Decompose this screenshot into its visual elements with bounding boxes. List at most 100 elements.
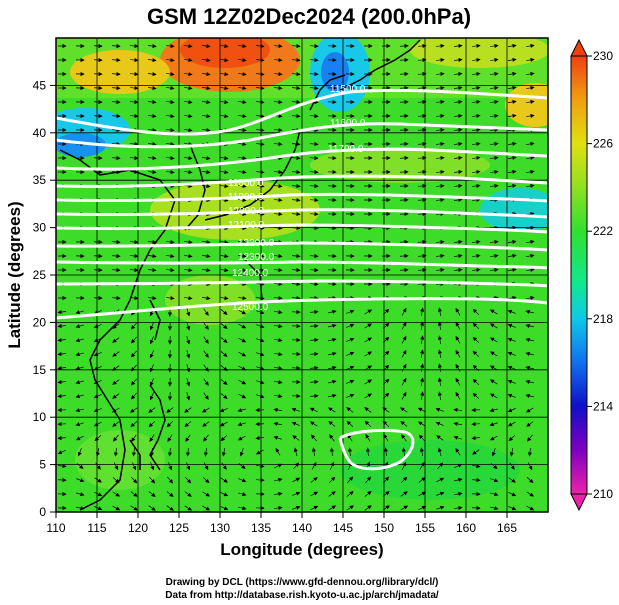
wind-arrow: [310, 421, 318, 427]
wind-arrow: [417, 211, 427, 217]
wind-arrow: [256, 310, 265, 315]
wind-arrow: [219, 239, 229, 245]
wind-arrow: [489, 239, 499, 245]
wind-arrow: [382, 364, 390, 372]
wind-arrow: [237, 169, 247, 175]
wind-arrow: [420, 335, 425, 344]
wind-arrow: [130, 491, 138, 497]
wind-arrow: [255, 435, 265, 441]
wind-arrow: [435, 183, 445, 189]
wind-arrow: [453, 43, 463, 49]
wind-arrow: [417, 141, 427, 147]
wind-arrow: [57, 365, 67, 371]
wind-arrow: [112, 393, 120, 399]
wind-arrow: [129, 113, 139, 119]
wind-arrow: [471, 239, 481, 245]
wind-arrow: [417, 407, 426, 413]
wind-arrow: [490, 463, 498, 470]
wind-arrow: [93, 380, 102, 385]
wind-arrow: [328, 393, 337, 398]
wind-arrow: [491, 448, 496, 457]
y-tick-label: 45: [33, 78, 47, 92]
wind-arrow: [417, 169, 427, 175]
wind-arrow: [489, 408, 498, 413]
x-tick-label: 150: [374, 521, 394, 535]
wind-arrow: [237, 141, 247, 147]
wind-arrow: [129, 85, 139, 91]
wind-arrow: [201, 113, 211, 119]
wind-arrow: [455, 447, 461, 456]
wind-arrow: [309, 141, 319, 147]
wind-arrow: [311, 447, 316, 457]
wind-arrow: [149, 476, 156, 484]
wind-arrow: [256, 324, 265, 329]
x-tick-label: 115: [87, 521, 106, 535]
wind-arrow: [112, 337, 120, 343]
wind-arrow: [132, 462, 137, 471]
wind-arrow: [75, 352, 84, 357]
wind-arrow: [93, 421, 102, 427]
wind-arrow: [111, 155, 121, 161]
wind-arrow: [274, 324, 283, 329]
wind-arrow: [309, 57, 319, 63]
wind-arrow: [471, 71, 481, 77]
wind-arrow: [237, 99, 247, 105]
wind-arrow: [292, 435, 300, 441]
wind-arrow: [274, 463, 283, 469]
wind-arrow: [328, 337, 337, 342]
wind-arrow: [293, 447, 298, 456]
wind-arrow: [274, 352, 283, 357]
wind-arrow: [201, 295, 211, 301]
wind-arrow: [129, 57, 139, 63]
wind-arrow: [455, 321, 461, 330]
wind-arrow: [471, 421, 481, 427]
wind-arrow: [201, 253, 211, 259]
y-tick-label: 20: [33, 315, 47, 329]
wind-arrow: [364, 407, 372, 413]
wind-arrow: [453, 197, 463, 203]
wind-arrow: [364, 351, 372, 357]
wind-arrow: [401, 447, 407, 457]
y-tick-label: 5: [39, 458, 46, 472]
wind-arrow: [255, 477, 265, 483]
contour-label: 12300.0: [238, 252, 275, 263]
wind-arrow: [489, 141, 499, 147]
wind-arrow: [420, 363, 425, 372]
wind-arrow: [525, 407, 534, 413]
wind-arrow: [293, 462, 300, 470]
wind-arrow: [401, 335, 407, 344]
wind-arrow: [309, 267, 319, 273]
x-tick-label: 160: [456, 521, 476, 535]
contour-label: 12500.0: [232, 302, 269, 313]
wind-arrow: [165, 113, 175, 119]
wind-arrow: [186, 350, 191, 359]
wind-arrow: [220, 393, 228, 400]
wind-arrow: [184, 505, 192, 511]
wind-arrow: [453, 183, 463, 189]
wind-arrow: [238, 393, 247, 399]
wind-arrow: [94, 506, 103, 511]
wind-arrow: [525, 393, 534, 398]
wind-arrow: [185, 434, 191, 442]
wind-arrow: [364, 323, 372, 329]
wind-arrow: [309, 211, 319, 217]
wind-arrow: [291, 99, 301, 105]
y-axis-ticks: 0 5 10 15 20 25 30 35 40 45: [33, 78, 56, 519]
wind-arrow: [418, 421, 426, 427]
wind-arrow: [400, 505, 409, 511]
wind-arrow: [490, 478, 499, 483]
wind-arrow: [237, 295, 247, 301]
wind-arrow: [113, 447, 119, 457]
wind-arrow: [420, 377, 425, 386]
wind-arrow: [328, 421, 336, 427]
x-tick-label: 135: [251, 521, 271, 535]
height-contours: [56, 88, 548, 471]
wind-arrow: [130, 364, 137, 372]
wind-arrow: [309, 337, 319, 343]
wind-arrow: [435, 99, 445, 105]
wind-arrow: [453, 407, 463, 413]
wind-arrow: [237, 43, 247, 49]
wind-arrow: [489, 71, 499, 77]
wind-arrow: [94, 477, 102, 483]
wind-arrow: [237, 57, 247, 63]
